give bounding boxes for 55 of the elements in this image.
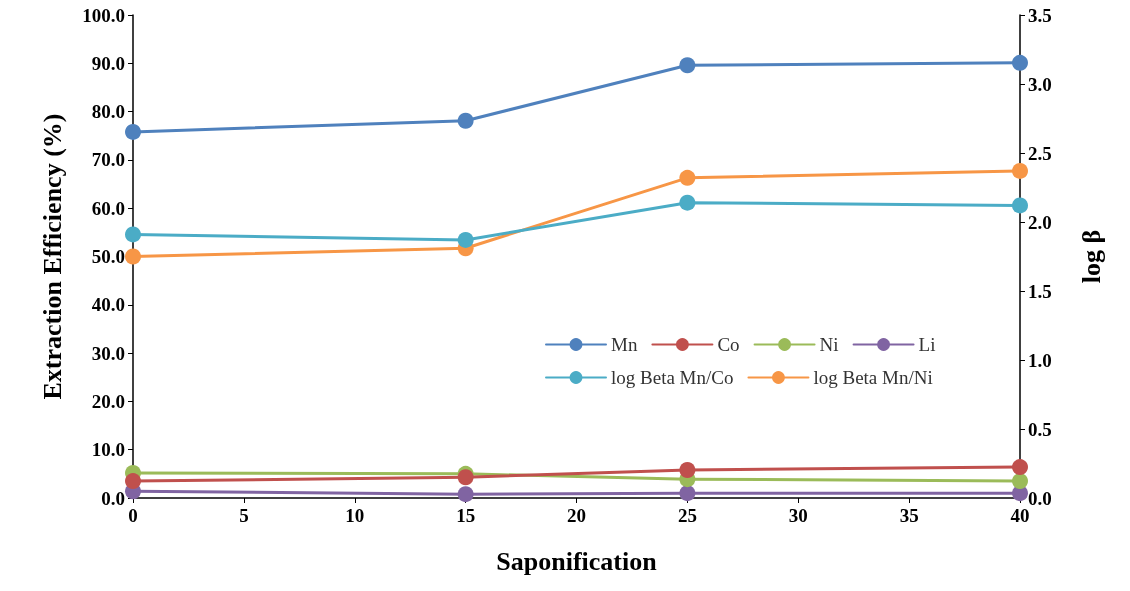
point	[1012, 162, 1028, 179]
point	[1012, 473, 1028, 490]
legend-label: Mn	[611, 334, 638, 355]
point	[125, 123, 141, 140]
y2-tick-label: 2.5	[1028, 142, 1052, 164]
y2-tick-label: 3.5	[1028, 4, 1052, 26]
point	[457, 486, 474, 503]
y2-tick-label: 2.0	[1028, 211, 1052, 233]
y-tick-label: 20.0	[91, 390, 125, 412]
y2-axis-title: log β	[1076, 229, 1106, 284]
x-axis-title: Saponification	[496, 546, 658, 576]
y2-tick-label: 1.0	[1028, 349, 1052, 371]
y-tick-label: 70.0	[91, 149, 125, 171]
x-tick-label: 25	[677, 505, 697, 526]
y2-tick-label: 0.5	[1028, 418, 1052, 440]
x-tick-label: 5	[239, 505, 249, 526]
point	[457, 231, 474, 248]
y2-tick-label: 1.5	[1028, 280, 1052, 302]
point	[1012, 197, 1028, 214]
x-tick-label: 15	[456, 505, 476, 526]
y-tick-label: 100.0	[82, 4, 125, 26]
point	[1012, 54, 1028, 71]
y-axis-title: Extraction Efficiency (%)	[37, 113, 67, 400]
y-tick-label: 60.0	[91, 197, 125, 219]
legend-label: Li	[918, 334, 936, 355]
point	[679, 194, 696, 211]
x-tick-label: 35	[899, 505, 919, 526]
point	[679, 57, 696, 74]
point	[457, 469, 474, 486]
point	[125, 226, 141, 243]
y-tick-label: 40.0	[91, 294, 125, 316]
point	[679, 169, 696, 186]
point	[125, 473, 141, 490]
point	[679, 461, 696, 478]
x-tick-label: 10	[345, 505, 365, 526]
legend-label: log Beta Mn/Co	[611, 367, 734, 388]
x-tick-label: 40	[1010, 505, 1030, 526]
point	[1012, 459, 1028, 476]
x-tick-label: 20	[567, 505, 586, 526]
y-tick-label: 80.0	[91, 101, 125, 123]
y-tick-label: 10.0	[91, 439, 125, 461]
x-tick-label: 30	[788, 505, 808, 526]
y-tick-label: 30.0	[91, 342, 125, 364]
y-tick-label: 0.0	[101, 487, 125, 509]
point	[679, 485, 696, 502]
y-tick-label: 90.0	[91, 52, 125, 74]
y2-tick-label: 0.0	[1028, 487, 1052, 509]
x-tick-label: 0	[128, 505, 138, 526]
legend-label: Ni	[819, 334, 839, 355]
y2-tick-label: 3.0	[1028, 73, 1052, 95]
legend-label: log Beta Mn/Ni	[813, 367, 933, 388]
point	[125, 248, 141, 265]
legend-label: Co	[717, 334, 740, 355]
y-tick-label: 50.0	[91, 246, 125, 267]
point	[457, 112, 474, 129]
